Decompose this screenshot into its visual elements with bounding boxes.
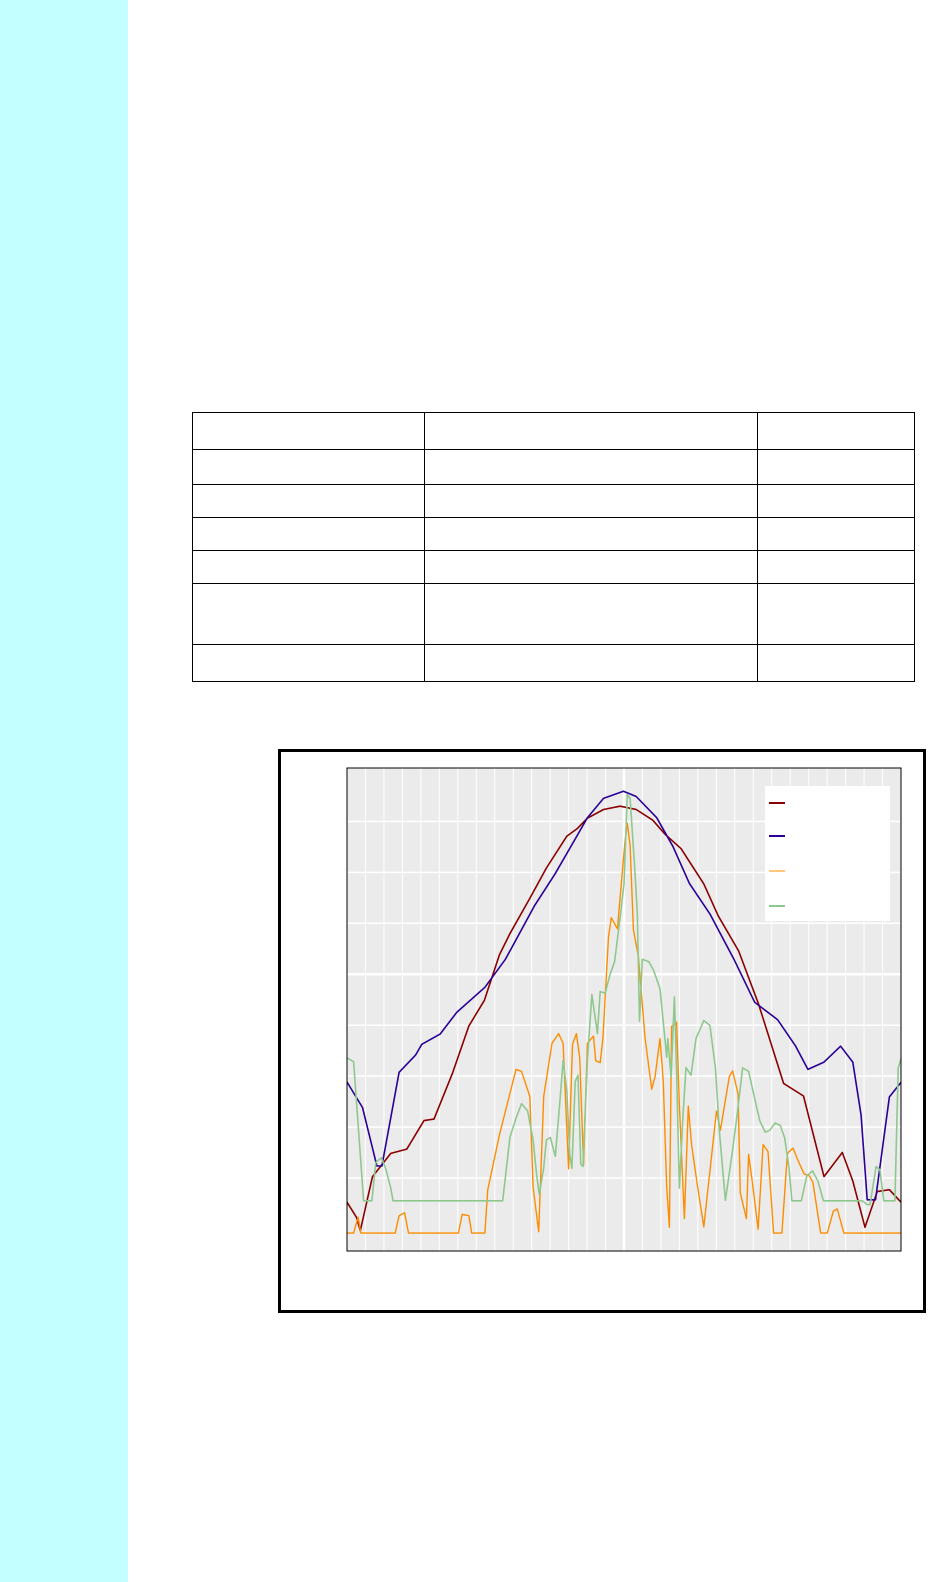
table-cell <box>757 517 915 551</box>
table-row <box>191 449 915 485</box>
table-cell <box>424 484 759 518</box>
table-cell <box>191 517 426 551</box>
table-cell <box>191 550 426 584</box>
table-cell <box>191 644 426 682</box>
table-cell <box>424 644 759 682</box>
legend-box <box>765 786 890 921</box>
table-row <box>191 550 915 584</box>
plot-border <box>346 767 902 1252</box>
table-row <box>191 412 915 450</box>
table-cell <box>191 583 426 645</box>
table-cell <box>757 449 915 485</box>
table-cell <box>424 550 759 584</box>
table-cell <box>424 517 759 551</box>
table-cell <box>757 412 915 450</box>
data-table <box>191 412 915 682</box>
table-row <box>191 484 915 518</box>
table-cell <box>424 583 759 645</box>
table-cell <box>424 449 759 485</box>
series-line-2 <box>346 790 902 1201</box>
table-row <box>191 583 915 645</box>
table-cell <box>757 583 915 645</box>
table-cell <box>191 449 426 485</box>
table-cell <box>757 484 915 518</box>
table-cell <box>191 412 426 450</box>
series-line-1 <box>346 805 902 1232</box>
line-chart <box>346 767 902 1252</box>
table-cell <box>757 550 915 584</box>
table-row <box>191 644 915 682</box>
series-line-4 <box>346 793 902 1206</box>
chart-frame <box>278 749 926 1313</box>
sidebar <box>0 0 128 1582</box>
table-cell <box>757 644 915 682</box>
table-row <box>191 517 915 551</box>
table-cell <box>191 484 426 518</box>
table-cell <box>424 412 759 450</box>
